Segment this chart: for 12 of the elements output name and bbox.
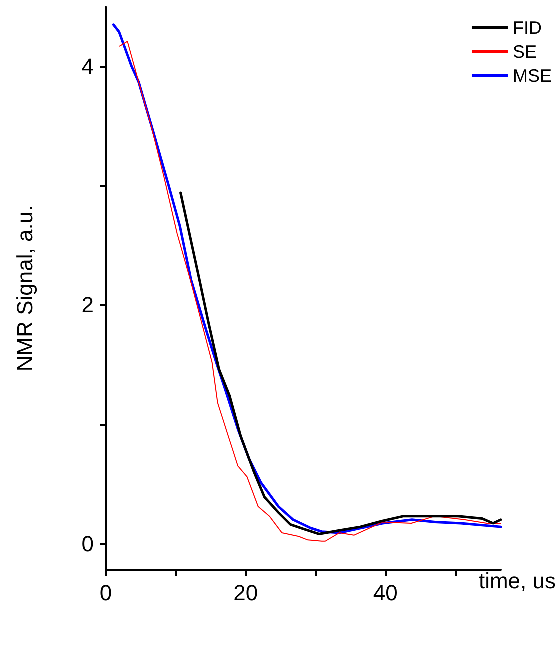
legend-label: FID xyxy=(512,18,542,38)
legend-label: MSE xyxy=(512,66,552,86)
legend-label: SE xyxy=(512,42,538,62)
y-tick-label: 4 xyxy=(82,54,94,80)
x-tick-label: 0 xyxy=(100,580,112,606)
y-tick-label: 2 xyxy=(82,292,94,318)
x-tick-label: 20 xyxy=(234,580,258,606)
x-axis-title: time, us xyxy=(478,568,556,594)
line-series xyxy=(180,192,502,536)
y-tick-label: 0 xyxy=(82,531,94,556)
x-tick-label: 40 xyxy=(373,580,398,606)
y-axis-title: NMR Signal, a.u. xyxy=(12,205,38,372)
